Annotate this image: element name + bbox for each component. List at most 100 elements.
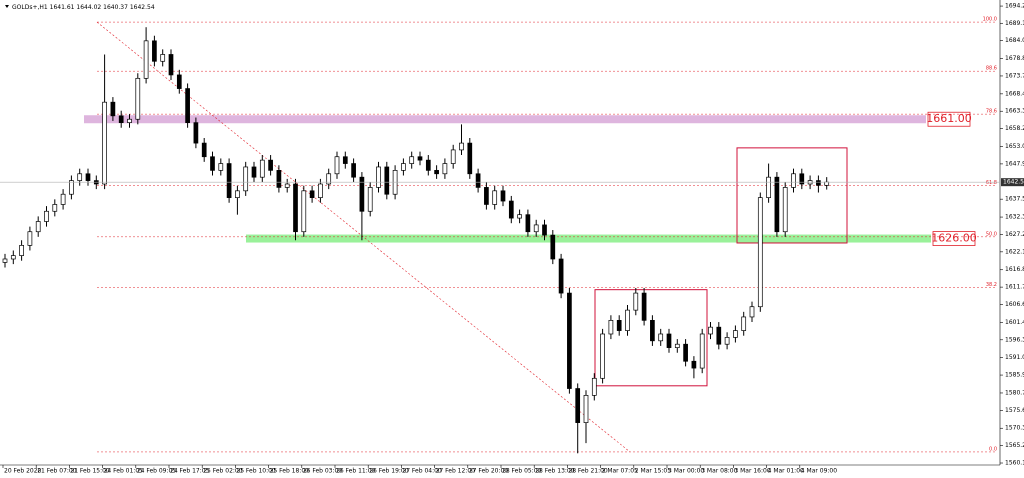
plot-area: 1661.00 1626.00 100.0 88.6 78.6 61.8 50.0 38.2 0…	[2, 17, 997, 454]
y-tick-label: 1606.65	[1005, 301, 1024, 308]
y-tick-label: 1611.75	[1005, 284, 1024, 291]
candle-body	[334, 156, 340, 175]
x-tick-label: 27 Feb 20:00	[469, 468, 509, 475]
candle-body	[135, 77, 141, 120]
candle-body	[417, 156, 423, 161]
candle-body	[484, 187, 489, 205]
candle-body	[85, 173, 91, 181]
candle-body	[52, 204, 58, 212]
candle-body	[782, 187, 788, 233]
candle-body	[425, 159, 431, 171]
y-tick-label: 1601.40	[1005, 319, 1024, 326]
x-tick-label: 2 Mar 07:05	[602, 468, 638, 475]
y-tick-label: 1678.80	[1005, 55, 1024, 62]
candle-body	[160, 54, 166, 62]
candle-body	[749, 306, 755, 318]
x-tick-label: 28 Feb 13:00	[535, 468, 575, 475]
fib-label: 100.0	[983, 17, 997, 23]
candle-body	[326, 173, 332, 185]
x-tick-label: 21 Feb 07:00	[37, 468, 77, 475]
x-tick-label: 26 Feb 11:00	[336, 468, 376, 475]
x-tick-label: 24 Feb 09:05	[137, 468, 177, 475]
candle-body	[276, 170, 282, 188]
x-tick-label: 3 Mar 16:00	[734, 468, 770, 475]
y-tick-label: 1565.25	[1005, 442, 1024, 449]
candle-body	[508, 200, 514, 219]
candle-body	[558, 258, 564, 294]
candle-body	[401, 163, 406, 171]
x-tick-label: 26 Feb 03:00	[303, 468, 343, 475]
candle-body	[309, 190, 315, 198]
y-tick-label: 1694.20	[1005, 3, 1024, 10]
candle-body	[102, 101, 107, 185]
x-tick-label: 3 Mar 00:00	[668, 468, 704, 475]
candle-body	[2, 258, 8, 263]
menu-icon	[5, 5, 9, 8]
candle-body	[193, 122, 199, 144]
candle-body	[567, 292, 572, 389]
candle-body	[127, 118, 132, 123]
fib-label: 88.6	[986, 66, 997, 72]
candle-body	[342, 156, 348, 164]
candle-body	[210, 156, 215, 171]
candle-body	[459, 142, 464, 151]
candle-body	[235, 190, 240, 198]
candle-body	[766, 176, 771, 198]
fib-label: 0.0	[989, 446, 997, 452]
candle-body	[824, 181, 830, 186]
y-tick-label: 1627.20	[1005, 231, 1024, 238]
y-tick-label: 1622.10	[1005, 248, 1024, 255]
candle-body	[118, 115, 124, 123]
x-tick-label: 2 Mar 15:05	[635, 468, 671, 475]
ohlc-low: 1640.37	[103, 4, 128, 11]
candle-body	[259, 159, 265, 178]
candle-body	[243, 166, 249, 192]
candle-body	[517, 214, 522, 219]
y-tick-label: 1591.05	[1005, 354, 1024, 361]
candle-body	[774, 176, 780, 233]
candle-body	[525, 214, 531, 233]
current-price-box	[1001, 178, 1024, 187]
range-box	[594, 289, 708, 387]
candle-body	[77, 173, 83, 181]
candle-body	[201, 142, 207, 158]
candle-body	[633, 292, 639, 311]
candle-body	[542, 224, 547, 236]
ohlc-open: 1641.61	[50, 4, 75, 11]
candle-body	[658, 333, 664, 342]
candle-body	[724, 337, 730, 345]
fib-label: 61.8	[986, 180, 997, 186]
candle-body	[367, 187, 373, 212]
current-price-label: 1642.54	[1003, 179, 1024, 186]
candle-body	[35, 221, 41, 233]
zone-label: 1626.00	[931, 232, 977, 245]
candle-body	[716, 326, 722, 345]
candle-body	[143, 40, 149, 79]
candle-body	[625, 309, 630, 331]
y-tick-label: 1560.15	[1005, 460, 1024, 467]
candle-body	[434, 170, 439, 175]
x-tick-label: 27 Feb 12:00	[436, 468, 476, 475]
candle-body	[500, 190, 506, 202]
candle-body	[284, 183, 290, 188]
candle-body	[226, 163, 232, 198]
x-tick-label: 4 Mar 01:00	[768, 468, 804, 475]
candle-body	[616, 320, 622, 331]
candle-body	[168, 54, 174, 76]
y-tick-label: 1632.30	[1005, 214, 1024, 221]
candle-body	[550, 234, 556, 260]
candle-body	[666, 333, 672, 348]
candle-body	[683, 343, 688, 362]
range-box	[736, 147, 848, 244]
chart-header: GOLDs+,H1 1641.61 1644.02 1640.37 1642.5…	[12, 4, 155, 11]
candle-body	[69, 180, 74, 195]
price-zone	[246, 234, 931, 243]
y-tick-label: 1658.25	[1005, 125, 1024, 132]
candle-body	[351, 163, 356, 178]
candle-body	[19, 245, 24, 256]
y-tick-label: 1684.05	[1005, 37, 1024, 44]
fib-label: 78.6	[986, 109, 997, 115]
y-tick-label: 1663.35	[1005, 108, 1024, 115]
